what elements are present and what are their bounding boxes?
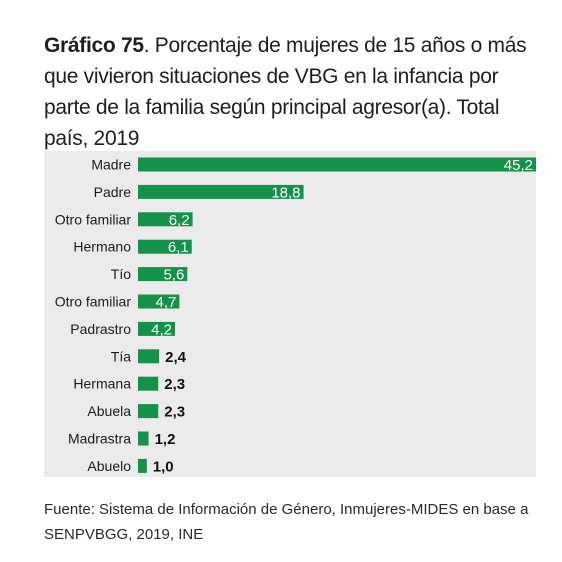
category-label: Abuela bbox=[87, 403, 131, 419]
value-label: 4,2 bbox=[151, 321, 172, 338]
category-label: Madre bbox=[91, 157, 131, 173]
bar bbox=[138, 212, 193, 227]
value-label: 45,2 bbox=[504, 157, 533, 174]
value-label: 1,0 bbox=[153, 458, 174, 475]
value-label: 18,8 bbox=[271, 184, 300, 201]
bar bbox=[138, 184, 304, 199]
value-label: 1,2 bbox=[155, 431, 176, 448]
value-label: 2,4 bbox=[165, 349, 187, 366]
value-label: 2,3 bbox=[164, 376, 185, 393]
bar bbox=[138, 404, 159, 419]
category-label: Padre bbox=[94, 184, 132, 200]
chart-title-number: Gráfico 75 bbox=[44, 34, 144, 57]
source-note: Fuente: Sistema de Información de Género… bbox=[44, 501, 529, 543]
value-label: 5,6 bbox=[163, 267, 184, 284]
category-label: Hermano bbox=[73, 239, 131, 255]
bar bbox=[138, 267, 188, 282]
bar bbox=[138, 157, 536, 172]
value-label: 6,2 bbox=[169, 212, 190, 229]
value-label: 2,3 bbox=[164, 404, 185, 421]
bar bbox=[138, 349, 160, 364]
category-label: Otro familiar bbox=[55, 294, 132, 310]
category-label: Tío bbox=[111, 266, 131, 282]
category-label: Tía bbox=[111, 348, 131, 364]
value-label: 4,7 bbox=[156, 294, 177, 311]
category-label: Otro familiar bbox=[55, 211, 132, 227]
chart-panel bbox=[44, 151, 536, 477]
bar bbox=[138, 376, 159, 391]
bar bbox=[138, 431, 149, 446]
bar bbox=[138, 239, 192, 254]
category-label: Madrastra bbox=[68, 431, 131, 447]
bar bbox=[138, 294, 180, 309]
chart-title-text: . Porcentaje de mujeres de 15 años o más… bbox=[44, 34, 527, 150]
bar bbox=[138, 458, 147, 473]
category-label: Padrastro bbox=[70, 321, 131, 337]
chart-title: Gráfico 75. Porcentaje de mujeres de 15 … bbox=[44, 30, 544, 154]
bar bbox=[138, 321, 175, 336]
value-label: 6,1 bbox=[168, 239, 189, 256]
category-label: Abuelo bbox=[87, 458, 131, 474]
category-label: Hermana bbox=[73, 376, 131, 392]
